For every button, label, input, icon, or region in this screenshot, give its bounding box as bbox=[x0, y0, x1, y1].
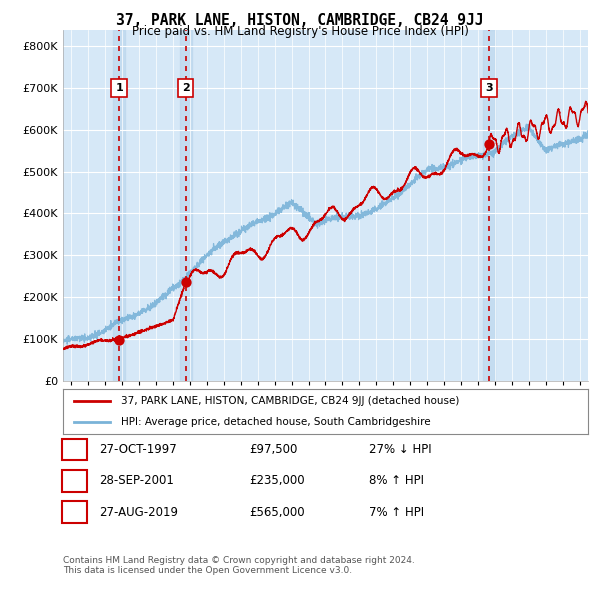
Text: 28-SEP-2001: 28-SEP-2001 bbox=[99, 474, 174, 487]
Bar bbox=[113, 30, 125, 381]
Text: 27% ↓ HPI: 27% ↓ HPI bbox=[369, 443, 431, 456]
Text: 37, PARK LANE, HISTON, CAMBRIDGE, CB24 9JJ (detached house): 37, PARK LANE, HISTON, CAMBRIDGE, CB24 9… bbox=[121, 396, 459, 407]
Text: 2: 2 bbox=[182, 83, 190, 93]
Text: 37, PARK LANE, HISTON, CAMBRIDGE, CB24 9JJ: 37, PARK LANE, HISTON, CAMBRIDGE, CB24 9… bbox=[116, 13, 484, 28]
Text: 8% ↑ HPI: 8% ↑ HPI bbox=[369, 474, 424, 487]
Bar bbox=[179, 30, 191, 381]
Text: HPI: Average price, detached house, South Cambridgeshire: HPI: Average price, detached house, Sout… bbox=[121, 417, 430, 427]
Text: 2: 2 bbox=[70, 474, 79, 487]
Text: £97,500: £97,500 bbox=[249, 443, 298, 456]
Text: 3: 3 bbox=[70, 506, 79, 519]
Point bbox=[115, 335, 124, 345]
Bar bbox=[483, 30, 495, 381]
Point bbox=[181, 278, 190, 287]
Text: This data is licensed under the Open Government Licence v3.0.: This data is licensed under the Open Gov… bbox=[63, 566, 352, 575]
Text: 27-OCT-1997: 27-OCT-1997 bbox=[99, 443, 177, 456]
Text: 1: 1 bbox=[115, 83, 123, 93]
Text: 1: 1 bbox=[70, 443, 79, 456]
Point bbox=[484, 140, 494, 149]
Text: 7% ↑ HPI: 7% ↑ HPI bbox=[369, 506, 424, 519]
Text: Contains HM Land Registry data © Crown copyright and database right 2024.: Contains HM Land Registry data © Crown c… bbox=[63, 556, 415, 565]
Text: 3: 3 bbox=[485, 83, 493, 93]
Text: £235,000: £235,000 bbox=[249, 474, 305, 487]
Text: Price paid vs. HM Land Registry's House Price Index (HPI): Price paid vs. HM Land Registry's House … bbox=[131, 25, 469, 38]
Text: 27-AUG-2019: 27-AUG-2019 bbox=[99, 506, 178, 519]
Text: £565,000: £565,000 bbox=[249, 506, 305, 519]
